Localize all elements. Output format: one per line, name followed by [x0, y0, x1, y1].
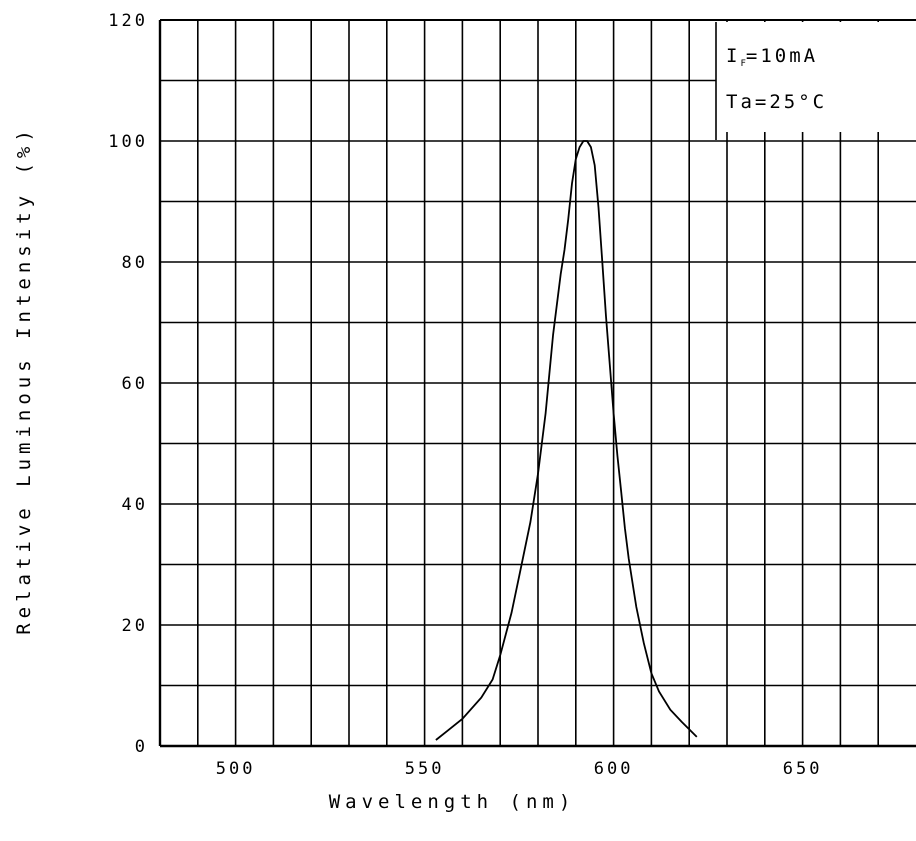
x-tick-labels: 500 550 600 650 [216, 759, 823, 779]
annotation-line1: IF=10mA [726, 45, 818, 69]
annotation-box: IF=10mA Ta=25°C [715, 22, 916, 140]
x-tick-label: 550 [405, 759, 445, 779]
y-tick-label: 100 [108, 132, 148, 152]
x-tick-label: 600 [594, 759, 634, 779]
y-tick-label: 120 [108, 11, 148, 31]
annotation-current-symbol: I [726, 45, 740, 67]
y-tick-labels: 0 20 40 60 80 100 120 [108, 11, 148, 757]
x-tick-label: 500 [216, 759, 256, 779]
y-axis-title: Relative Luminous Intensity (%) [13, 125, 35, 635]
grid [160, 20, 916, 746]
y-tick-label: 0 [135, 737, 148, 757]
annotation-line2: Ta=25°C [726, 91, 827, 113]
x-tick-label: 650 [783, 759, 823, 779]
annotation-current-value: =10mA [746, 45, 818, 67]
y-tick-label: 20 [122, 616, 148, 636]
x-axis-title: Wavelength (nm) [329, 791, 576, 813]
y-tick-label: 60 [122, 374, 148, 394]
annotation-current-subscript: F [740, 59, 745, 69]
plot-frame [158, 19, 916, 748]
series-line [435, 140, 698, 741]
y-tick-label: 40 [122, 495, 148, 515]
y-tick-label: 80 [122, 253, 148, 273]
